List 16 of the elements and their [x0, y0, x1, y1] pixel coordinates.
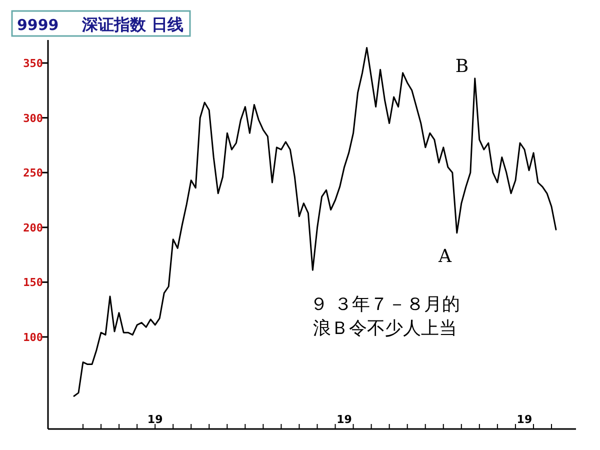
- y-tick-label: 200: [23, 221, 43, 234]
- x-tick-label: 19: [516, 413, 532, 426]
- chart-subtitle: 深证指数 日线: [81, 15, 184, 34]
- x-tick-label: 19: [147, 413, 163, 426]
- y-tick-label: 300: [23, 112, 43, 125]
- line-series: [73, 46, 557, 397]
- y-tick-label: 350: [23, 57, 43, 70]
- y-tick-label: 250: [23, 166, 43, 180]
- annotation: B: [455, 56, 469, 77]
- x-tick-label: 19: [336, 413, 352, 426]
- annotation: A: [438, 246, 452, 267]
- annotation: 浪Ｂ令不少人上当: [313, 318, 457, 339]
- annotation: ９ ３年７－８月的: [310, 294, 460, 315]
- y-tick-label: 150: [23, 276, 43, 290]
- y-tick-label: 100: [23, 330, 43, 344]
- chart-title: 9999: [17, 16, 59, 34]
